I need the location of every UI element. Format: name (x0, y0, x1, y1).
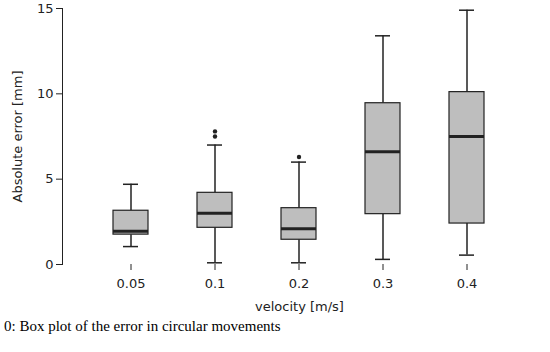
html-text:0: Box plot of the error in ci: 0: Box plot of the error in circular mov… (4, 318, 281, 334)
svg-text:0.1: 0.1 (205, 276, 226, 291)
svg-text:0.05: 0.05 (117, 276, 146, 291)
svg-text:0.3: 0.3 (373, 276, 394, 291)
svg-text:Absolute error [mm]: Absolute error [mm] (10, 70, 25, 202)
svg-text:5: 5 (45, 171, 53, 186)
svg-text:0.4: 0.4 (457, 276, 478, 291)
svg-text:0: 0 (45, 257, 53, 272)
svg-text:velocity [m/s]: velocity [m/s] (255, 299, 344, 314)
svg-text:10: 10 (37, 86, 54, 101)
svg-text:15: 15 (37, 1, 54, 16)
svg-text:0.2: 0.2 (289, 276, 310, 291)
